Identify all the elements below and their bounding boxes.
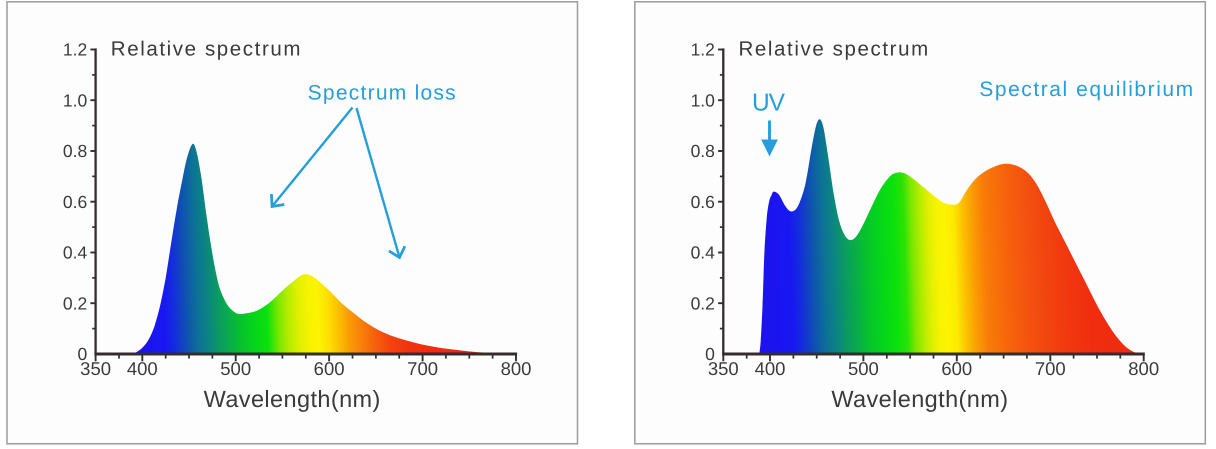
- svg-text:700: 700: [1035, 358, 1066, 379]
- svg-text:Spectrum loss: Spectrum loss: [308, 81, 457, 104]
- svg-text:0: 0: [77, 344, 87, 364]
- svg-text:400: 400: [127, 358, 158, 379]
- svg-text:0.6: 0.6: [63, 192, 87, 212]
- svg-text:0.8: 0.8: [63, 141, 87, 161]
- svg-text:1.0: 1.0: [691, 90, 716, 110]
- svg-text:1.2: 1.2: [63, 40, 87, 60]
- svg-text:500: 500: [848, 358, 879, 379]
- svg-text:0.4: 0.4: [691, 243, 716, 263]
- svg-text:600: 600: [941, 358, 972, 379]
- svg-text:Relative spectrum: Relative spectrum: [739, 38, 930, 61]
- svg-text:0: 0: [705, 344, 715, 364]
- svg-text:600: 600: [314, 358, 345, 379]
- svg-text:0.2: 0.2: [691, 293, 715, 313]
- svg-text:UV: UV: [752, 90, 786, 117]
- svg-text:400: 400: [755, 358, 786, 379]
- svg-text:1.2: 1.2: [691, 40, 715, 60]
- svg-text:Wavelength(nm): Wavelength(nm): [204, 386, 381, 412]
- svg-text:Relative spectrum: Relative spectrum: [111, 38, 302, 61]
- svg-text:0.8: 0.8: [691, 141, 715, 161]
- svg-text:Spectral equilibrium: Spectral equilibrium: [979, 78, 1194, 101]
- svg-text:800: 800: [1128, 358, 1159, 379]
- svg-text:350: 350: [708, 358, 739, 379]
- svg-text:800: 800: [501, 358, 532, 379]
- svg-text:700: 700: [407, 358, 438, 379]
- svg-text:0.2: 0.2: [63, 293, 87, 313]
- svg-text:350: 350: [80, 358, 111, 379]
- svg-text:0.6: 0.6: [691, 192, 715, 212]
- svg-text:Wavelength(nm): Wavelength(nm): [831, 386, 1008, 412]
- svg-text:0.4: 0.4: [63, 243, 88, 263]
- svg-text:1.0: 1.0: [63, 90, 88, 110]
- svg-text:500: 500: [220, 358, 251, 379]
